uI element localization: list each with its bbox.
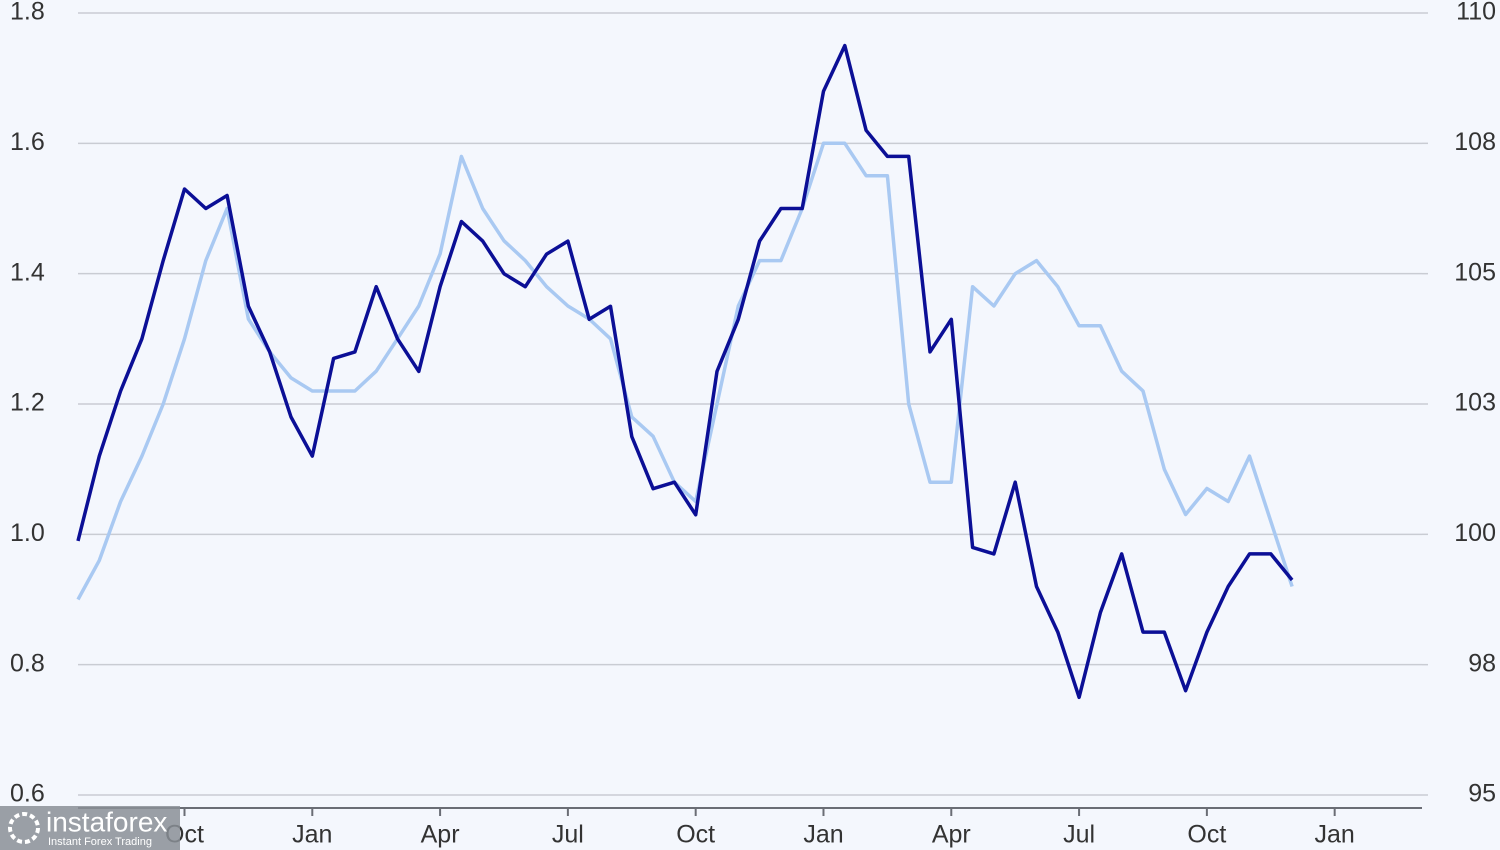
y-tick-label: 1.2 xyxy=(10,389,45,417)
y-tick-label: 1.0 xyxy=(10,519,45,547)
labels: 0.6 0.8 1.0 1.2 1.4 1.6 1.8 95 98 100 103 105 108 110… xyxy=(10,0,1496,849)
x-tick-label: Oct xyxy=(676,821,715,849)
x-tick-label: Jan xyxy=(292,821,332,849)
y2-tick-label: 100 xyxy=(1454,519,1496,547)
lines xyxy=(76,43,1294,700)
y-tick-label: 0.6 xyxy=(10,780,45,808)
x-tick-label: Oct xyxy=(1187,821,1226,849)
y2-tick-label: 105 xyxy=(1454,258,1496,286)
series-line xyxy=(76,141,1294,601)
x-tick-label: Apr xyxy=(421,821,460,849)
y-tick-label: 1.4 xyxy=(10,258,45,286)
watermark-title: instaforex xyxy=(46,806,167,837)
x-tick-label: Apr xyxy=(932,821,971,849)
y-tick-label: 1.6 xyxy=(10,128,45,156)
x-tick-label: Jan xyxy=(1315,821,1355,849)
x-tick-label: Jan xyxy=(803,821,843,849)
y2-tick-label: 98 xyxy=(1468,649,1496,677)
y2-tick-label: 103 xyxy=(1454,389,1496,417)
x-tick-label: Jul xyxy=(1063,821,1095,849)
watermark: instaforex Instant Forex Trading xyxy=(0,806,180,850)
y-tick-label: 1.8 xyxy=(10,0,45,26)
y2-tick-label: 110 xyxy=(1456,0,1496,26)
y2-tick-label: 108 xyxy=(1454,128,1496,156)
watermark-subtitle: Instant Forex Trading xyxy=(48,836,152,848)
y-tick-label: 0.8 xyxy=(10,649,45,677)
series-line xyxy=(76,43,1294,700)
x-tick-label: Jul xyxy=(552,821,584,849)
y2-tick-label: 95 xyxy=(1468,780,1496,808)
watermark-logo xyxy=(8,812,40,844)
